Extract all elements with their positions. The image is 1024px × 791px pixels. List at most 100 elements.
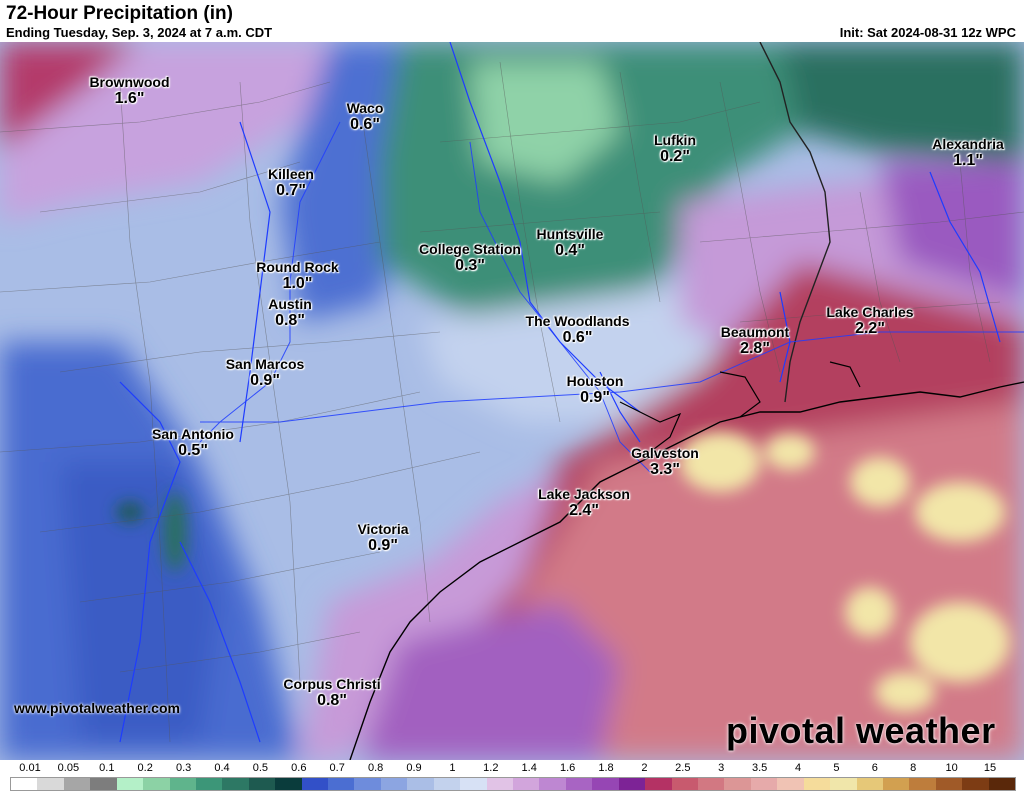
legend-color-cell — [909, 778, 936, 790]
legend-color-cell — [301, 778, 329, 790]
legend-color-cell — [856, 778, 883, 790]
legend-color-cell — [460, 778, 487, 790]
legend-color-cell — [11, 778, 38, 790]
legend-color-cell — [63, 778, 91, 790]
city-name: Lufkin — [654, 132, 696, 148]
legend-tick-label: 2.5 — [675, 762, 691, 774]
city-precip-value: 0.9" — [368, 537, 398, 554]
city-name: Lake Charles — [826, 304, 914, 320]
legend-color-cell — [882, 778, 910, 790]
legend-color-cell — [328, 778, 355, 790]
legend-tick-label: 3 — [718, 762, 725, 774]
legend-color-cell — [407, 778, 434, 790]
city-label-the-woodlands: The Woodlands 0.6" — [515, 313, 640, 347]
legend-color-cell — [750, 778, 778, 790]
legend-tick-label: 0.01 — [19, 762, 41, 774]
legend-color-cell — [222, 778, 249, 790]
city-precip-value: 1.6" — [114, 90, 145, 107]
city-precip-value: 0.5" — [178, 442, 208, 459]
legend-color-cell — [486, 778, 514, 790]
legend-tick-label: 8 — [910, 762, 917, 774]
city-precip-value: 2.8" — [740, 340, 770, 357]
legend-tick-label: 0.8 — [367, 762, 384, 774]
city-label-alexandria: Alexandria 1.1" — [913, 136, 1023, 170]
city-name: San Antonio — [152, 426, 234, 442]
legend-color-cell — [90, 778, 117, 790]
legend-tick-label: 1.6 — [559, 762, 576, 774]
city-precip-value: 0.8" — [275, 312, 305, 329]
city-precip-value: 0.6" — [350, 116, 380, 133]
legend-color-cell — [143, 778, 170, 790]
legend-tick-label: 2 — [641, 762, 648, 774]
legend-color-bar — [10, 777, 1016, 791]
legend-tick-label: 5 — [833, 762, 840, 774]
city-name: College Station — [419, 241, 521, 257]
city-name: Austin — [268, 296, 312, 312]
precipitation-map: Brownwood 1.6" Waco 0.6" Lufkin 0.2" Ale… — [0, 42, 1024, 760]
city-precip-value: 0.8" — [317, 692, 347, 709]
city-label-austin: Austin 0.8" — [240, 296, 340, 330]
legend-color-cell — [169, 778, 196, 790]
legend-color-cell — [592, 778, 619, 790]
city-precip-value: 0.3" — [455, 257, 485, 274]
legend-tick-label: 0.9 — [406, 762, 422, 774]
map-title: 72-Hour Precipitation (in) — [6, 3, 233, 24]
city-precip-value: 0.7" — [276, 182, 306, 199]
legend-tick-label: 4 — [794, 762, 802, 774]
legend-tick-label: 0.05 — [57, 762, 80, 774]
legend-color-cell — [354, 778, 381, 790]
city-name: Lake Jackson — [538, 486, 630, 502]
legend-color-cell — [962, 778, 989, 790]
legend-color-cell — [513, 778, 540, 790]
city-name: Round Rock — [256, 259, 339, 275]
city-name: Houston — [566, 373, 624, 389]
city-name: Waco — [346, 100, 384, 116]
city-precip-value: 0.2" — [660, 148, 690, 165]
legend-tick-label: 1.2 — [483, 762, 499, 774]
legend-labels: 0.01 0.05 0.1 0.2 0.3 0.4 0.5 0.6 0.7 0.8 0.9 1 1.2 1… — [0, 762, 1024, 776]
city-name: Galveston — [631, 445, 699, 461]
city-precip-value: 1.1" — [953, 152, 983, 169]
legend-color-cell — [697, 778, 725, 790]
legend-color-cell — [37, 778, 64, 790]
legend-tick-label: 1.8 — [598, 762, 614, 774]
legend-tick-label: 0.4 — [214, 762, 230, 774]
legend-tick-label: 1 — [449, 762, 456, 774]
city-precip-value: 0.4" — [555, 242, 585, 259]
header: 72-Hour Precipitation (in) Ending Tuesda… — [0, 0, 1024, 42]
legend-color-cell — [724, 778, 751, 790]
map-subtitle: Ending Tuesday, Sep. 3, 2024 at 7 a.m. C… — [6, 25, 273, 40]
city-label-brownwood: Brownwood 1.6" — [72, 74, 187, 108]
city-name: Corpus Christi — [283, 676, 381, 692]
legend-color-cell — [777, 778, 804, 790]
legend-color-cell — [195, 778, 223, 790]
legend-tick-label: 15 — [983, 762, 997, 774]
color-legend: 0.01 0.05 0.1 0.2 0.3 0.4 0.5 0.6 0.7 0.8 0.9 1 1.2 1… — [0, 760, 1024, 791]
city-precip-value: 3.3" — [650, 461, 680, 478]
legend-color-cell — [116, 778, 144, 790]
legend-tick-label: 6 — [871, 762, 878, 774]
legend-tick-label: 10 — [945, 762, 958, 774]
legend-tick-label: 3.5 — [751, 762, 768, 774]
city-precip-value: 2.2" — [855, 320, 885, 337]
website-url: www.pivotalweather.com — [14, 700, 180, 716]
legend-color-cell — [988, 778, 1016, 790]
city-label-houston: Houston 0.9" — [545, 373, 645, 407]
city-precip-value: 0.9" — [250, 372, 280, 389]
legend-tick-label: 0.1 — [99, 762, 115, 774]
city-name: Beaumont — [720, 324, 790, 340]
legend-color-cell — [803, 778, 831, 790]
city-label-lake-jackson: Lake Jackson 2.4" — [528, 486, 640, 520]
legend-tick-label: 0.7 — [329, 762, 345, 774]
legend-color-cell — [275, 778, 302, 790]
legend-tick-label: 0.6 — [291, 762, 307, 774]
legend-color-cell — [380, 778, 408, 790]
legend-color-cell — [671, 778, 698, 790]
legend-tick-label: 0.3 — [175, 762, 192, 774]
city-name: San Marcos — [225, 356, 305, 372]
legend-tick-label: 1.4 — [521, 762, 537, 774]
legend-color-cell — [618, 778, 646, 790]
brand-logo: pivotal weather — [726, 710, 996, 751]
city-name: Huntsville — [536, 226, 604, 242]
legend-tick-label: 0.2 — [137, 762, 153, 774]
